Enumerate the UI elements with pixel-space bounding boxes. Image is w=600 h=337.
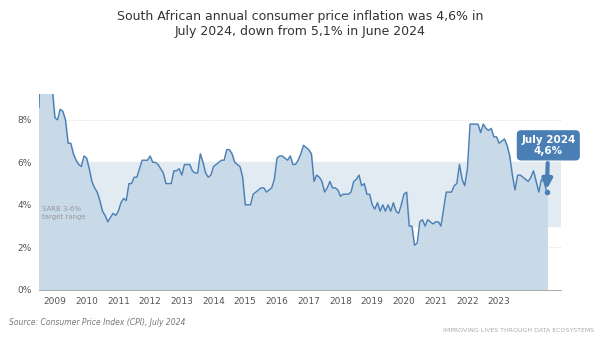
Text: South African annual consumer price inflation was 4,6% in
July 2024, down from 5: South African annual consumer price infl… <box>117 10 483 38</box>
Text: Source: Consumer Price Index (CPI), July 2024: Source: Consumer Price Index (CPI), July… <box>9 318 185 327</box>
Text: July 2024
4,6%: July 2024 4,6% <box>521 134 575 185</box>
Text: IMPROVING LIVES THROUGH DATA ECOSYSTEMS: IMPROVING LIVES THROUGH DATA ECOSYSTEMS <box>443 328 594 333</box>
Text: SARB 3-6%
target range: SARB 3-6% target range <box>42 206 86 220</box>
Bar <box>39 162 561 226</box>
